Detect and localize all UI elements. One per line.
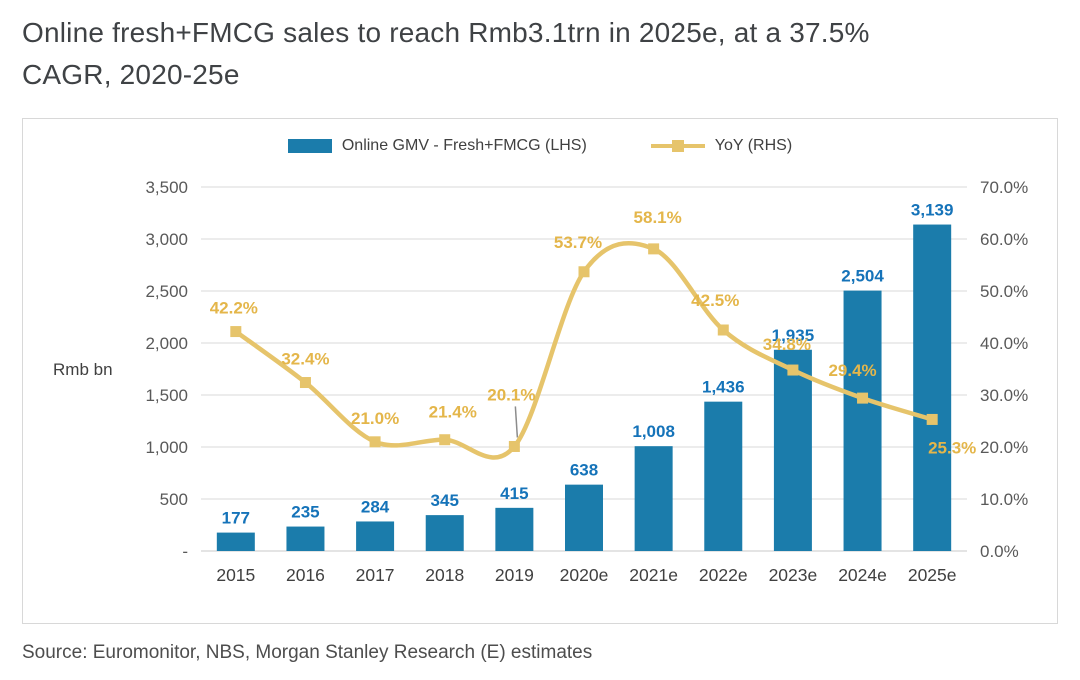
bar-2017 [356,521,395,551]
x-axis-label: 2015 [216,565,255,585]
chart-card: Online GMV - Fresh+FMCG (LHS) YoY (RHS) … [22,118,1058,624]
yoy-marker-2022e [717,324,729,336]
yoy-marker-2019 [508,440,520,452]
source-note: Source: Euromonitor, NBS, Morgan Stanley… [22,642,593,663]
x-axis-label: 2025e [908,565,957,585]
bar-2022e [704,401,743,551]
right-axis-tick: 60.0% [980,230,1028,249]
x-axis-label: 2020e [560,565,609,585]
bar-label: 284 [361,497,390,516]
yoy-label: 34.8% [763,335,811,354]
bar-2020e [565,484,603,551]
right-axis-tick: 20.0% [980,438,1028,457]
yoy-label: 21.0% [351,409,399,428]
bar-label: 2,504 [841,267,884,286]
bar-2023e [773,349,812,551]
combo-chart: 3,500 70.0% 3,000 60.0% 2,500 50.0% 2,000 40.0%… [53,178,1028,585]
legend-yoy-label: YoY (RHS) [714,137,793,154]
yoy-marker-2021e [648,243,660,255]
bar-label: 235 [291,503,319,522]
x-axis-label: 2021e [629,565,678,585]
right-axis-tick: 50.0% [980,282,1028,301]
bar-label: 1,935 [772,326,815,345]
right-axis-tick: 0.0% [980,542,1019,561]
bar-label: 177 [222,509,250,528]
left-axis-tick: 3,000 [145,230,188,249]
x-axis-label: 2024e [838,565,887,585]
right-axis-tick: 10.0% [980,490,1028,509]
x-axis-label: 2019 [495,565,534,585]
x-axis-label: 2017 [356,565,395,585]
yoy-marker-2016 [299,377,311,389]
annotation-leader-line [514,406,519,438]
yoy-label: 42.2% [210,299,258,318]
yoy-marker-2025e [926,413,938,425]
yoy-label: 58.1% [634,208,682,227]
left-axis-tick: 1,000 [145,438,188,457]
left-axis-tick: 1,500 [145,386,188,405]
legend-bar-swatch [287,139,332,153]
bar-2015 [216,532,255,551]
yoy-marker-2023e [787,364,799,376]
legend-line-swatch [650,140,705,152]
page-title-line2: CAGR, 2020-25e [22,59,240,90]
yoy-label: 53.7% [554,233,602,252]
bar-2024e [843,290,882,551]
bar-label: 415 [500,484,528,503]
yoy-label: 20.1% [487,385,535,404]
yoy-label: 25.3% [928,438,976,457]
bar-2025e [913,224,952,551]
yoy-marker-2020e [578,266,590,278]
bar-2016 [286,526,325,551]
left-axis-tick: 500 [160,490,188,509]
page-title: Online fresh+FMCG sales to reach Rmb3.1t… [22,12,1052,96]
bar-label: 1,436 [702,378,745,397]
gmv-bars [216,224,952,551]
yoy-label: 32.4% [281,350,329,369]
legend-item-yoy: YoY (RHS) [650,137,793,155]
left-axis-tick: 3,500 [145,178,188,197]
yoy-marker-2024e [857,392,869,404]
gridlines [201,186,967,552]
yoy-label: 29.4% [828,361,876,380]
yoy-marker-2018 [439,434,451,446]
yoy-label: 42.5% [691,291,739,310]
right-axis-tick: 30.0% [980,386,1028,405]
right-axis-tick: 40.0% [980,334,1028,353]
bar-label: 1,008 [632,422,675,441]
x-axis-label: 2018 [425,565,464,585]
left-axis-title: Rmb bn [53,360,113,379]
x-axis-label: 2016 [286,565,325,585]
bar-label: 638 [570,461,598,480]
left-axis-tick: 2,000 [145,334,188,353]
yoy-marker-2015 [230,326,242,338]
bar-2019 [495,507,534,551]
page-title-line1: Online fresh+FMCG sales to reach Rmb3.1t… [22,17,870,48]
x-axis-label: 2022e [699,565,748,585]
chart-legend: Online GMV - Fresh+FMCG (LHS) YoY (RHS) [23,135,1057,157]
x-axis-label: 2023e [769,565,818,585]
bar-2021e [634,446,673,551]
legend-gmv-label: Online GMV - Fresh+FMCG (LHS) [341,137,587,154]
bar-label: 3,139 [911,201,954,220]
bar-label: 345 [431,491,459,510]
left-axis-tick: - [182,542,188,561]
right-axis-tick: 70.0% [980,178,1028,197]
left-axis-tick: 2,500 [145,282,188,301]
legend-item-gmv: Online GMV - Fresh+FMCG (LHS) [287,137,587,155]
legend-line-marker [671,140,684,152]
bar-2018 [425,515,464,551]
yoy-marker-2017 [369,436,381,448]
yoy-label: 21.4% [429,403,477,422]
